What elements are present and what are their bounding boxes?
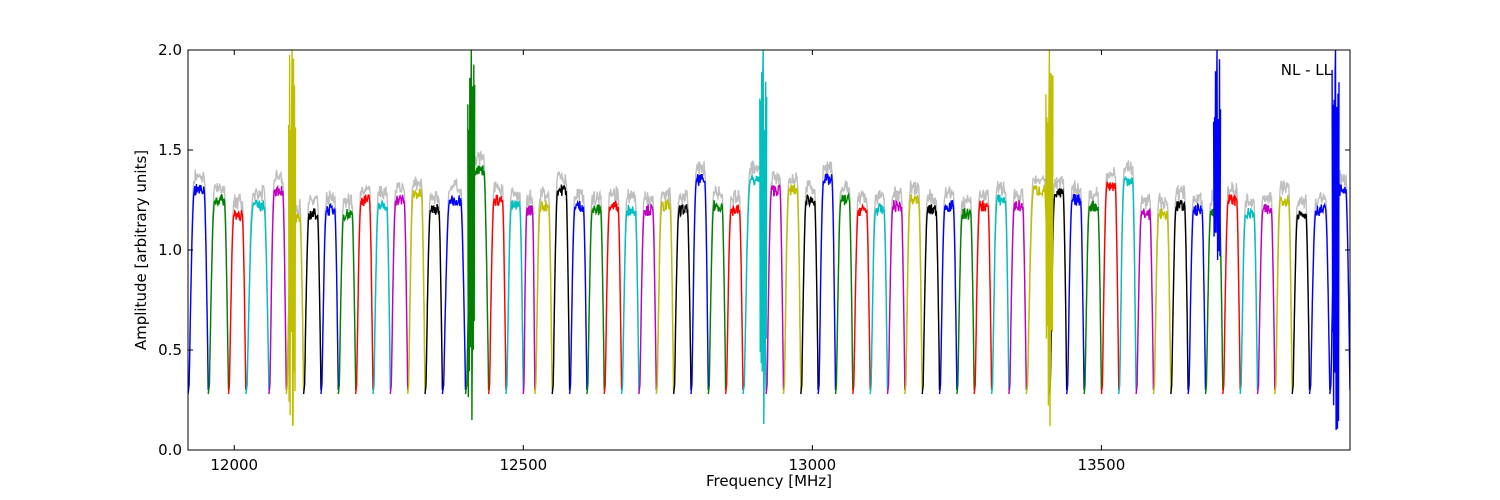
band-trace-53 (1135, 208, 1155, 395)
band-trace-23 (603, 200, 623, 395)
band-trace-26 (655, 198, 675, 395)
band-trace-34 (800, 193, 819, 395)
band-trace-58 (1222, 194, 1241, 395)
band-trace-14 (441, 195, 467, 395)
x-tick-label: 12500 (499, 456, 547, 474)
band-trace-42 (938, 200, 958, 395)
band-trace-13 (424, 203, 444, 395)
x-tick-label: 12000 (210, 456, 258, 474)
band-trace-35 (817, 172, 837, 395)
traces-group (188, 50, 1350, 431)
band-trace-52 (1118, 176, 1137, 395)
band-trace-7 (320, 202, 339, 395)
annotation-label: NL - LL (1281, 61, 1333, 79)
x-tick-label: 13500 (1078, 456, 1126, 474)
band-trace-32 (765, 184, 785, 395)
spike-trace-5 (1331, 50, 1340, 431)
spike-trace-1 (467, 50, 476, 421)
band-trace-45 (990, 194, 1010, 395)
band-trace-19 (534, 200, 553, 395)
band-trace-11 (389, 194, 409, 395)
band-trace-8 (337, 208, 357, 395)
band-trace-30 (724, 204, 744, 395)
band-trace-18 (522, 205, 536, 395)
band-trace-20 (551, 184, 571, 395)
band-trace-0 (188, 184, 209, 395)
band-trace-63 (1308, 202, 1331, 395)
band-trace-60 (1256, 203, 1276, 395)
band-trace-16 (487, 194, 507, 395)
band-trace-3 (245, 199, 270, 395)
band-trace-39 (886, 199, 906, 395)
y-tick-label: 1.5 (158, 141, 182, 159)
band-trace-55 (1170, 199, 1189, 395)
band-trace-56 (1187, 202, 1207, 395)
band-trace-49 (1066, 193, 1085, 395)
band-trace-29 (707, 200, 727, 395)
band-trace-44 (973, 199, 993, 395)
band-trace-43 (956, 208, 975, 395)
band-trace-38 (869, 202, 889, 395)
band-trace-1 (207, 193, 230, 395)
band-trace-6 (302, 208, 322, 395)
band-trace-62 (1291, 210, 1311, 395)
band-trace-9 (355, 194, 374, 395)
spike-trace-0 (287, 50, 297, 427)
band-trace-2 (227, 208, 247, 395)
band-trace-10 (372, 199, 391, 395)
x-tick-label: 13000 (788, 456, 836, 474)
band-trace-17 (505, 199, 524, 395)
band-trace-25 (638, 202, 657, 395)
band-trace-54 (1152, 208, 1172, 395)
band-trace-36 (834, 192, 854, 395)
spike-trace-3 (1045, 50, 1054, 427)
band-trace-41 (921, 204, 941, 395)
band-trace-27 (672, 204, 692, 395)
band-trace-61 (1274, 195, 1293, 395)
band-trace-22 (586, 204, 605, 395)
band-trace-21 (568, 199, 588, 395)
band-trace-4 (268, 184, 287, 395)
x-axis-label: Frequency [MHz] (706, 472, 832, 490)
band-trace-51 (1100, 181, 1120, 395)
band-trace-37 (852, 202, 871, 395)
band-trace-33 (782, 183, 802, 395)
y-tick-label: 1.0 (158, 241, 182, 259)
band-trace-59 (1239, 208, 1259, 395)
band-trace-40 (904, 194, 923, 395)
y-tick-label: 2.0 (158, 41, 182, 59)
band-trace-24 (620, 204, 640, 395)
band-trace-46 (1008, 200, 1027, 395)
band-trace-50 (1083, 200, 1103, 395)
band-trace-12 (407, 188, 426, 395)
spike-trace-2 (759, 50, 768, 425)
band-trace-28 (690, 173, 709, 395)
spike-trace-4 (1212, 50, 1222, 261)
y-tick-label: 0.0 (158, 441, 182, 459)
y-tick-label: 0.5 (158, 341, 182, 359)
axes-group: 12000 12500 13000 13500 0.0 0.5 1.0 1.5 2.0 (158, 41, 1350, 474)
y-axis-label: Amplitude [arbitrary units] (132, 150, 150, 350)
